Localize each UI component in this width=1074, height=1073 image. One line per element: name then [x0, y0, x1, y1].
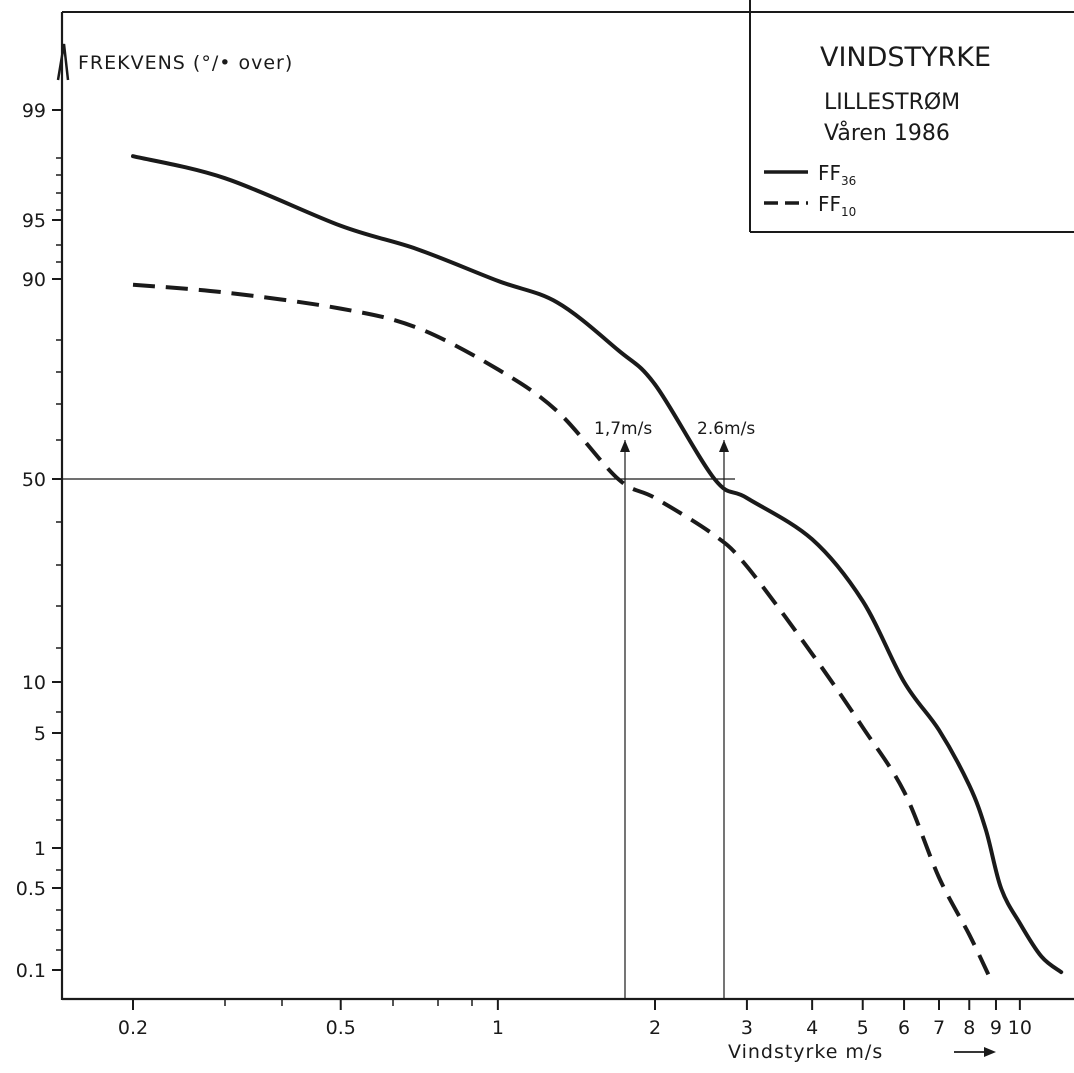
- ff10-median-arrow-icon: [620, 440, 630, 452]
- legend-item-ff36: FF36: [818, 161, 856, 188]
- annotation-label: 1,7m/s: [594, 419, 652, 439]
- y-tick-label: 10: [22, 672, 46, 694]
- x-minor-ticks: [224, 999, 473, 1006]
- series-ff36-line: [131, 154, 1064, 975]
- x-tick-label: 0.2: [118, 1017, 148, 1039]
- y-tick-label: 90: [22, 269, 46, 291]
- y-major-ticks: 99 95 90 50 10 5 1 0.5 0.1: [16, 100, 62, 982]
- y-tick-label: 0.5: [16, 878, 46, 900]
- x-tick-label: 3: [741, 1017, 753, 1039]
- y-tick-label: 1: [34, 838, 46, 860]
- series-ff10-line: [132, 282, 991, 976]
- x-tick-label: 0.5: [326, 1017, 356, 1039]
- x-tick-label: 9: [990, 1017, 1002, 1039]
- y-tick-label: 50: [22, 469, 46, 491]
- x-tick-label: 7: [933, 1017, 945, 1039]
- legend: VINDSTYRKE LILLESTRØM Våren 1986 FF36 FF…: [749, 0, 1074, 233]
- x-tick-label: 5: [857, 1017, 869, 1039]
- y-tick-label: 5: [34, 723, 46, 745]
- legend-title: VINDSTYRKE: [820, 42, 991, 73]
- y-tick-label: 99: [22, 100, 46, 122]
- x-tick-label: 2: [649, 1017, 661, 1039]
- x-tick-label: 8: [963, 1017, 975, 1039]
- x-tick-label: 6: [898, 1017, 910, 1039]
- x-axis-arrow-icon: [954, 1047, 996, 1057]
- legend-item-ff10: FF10: [818, 192, 856, 219]
- y-minor-ticks: [56, 157, 62, 951]
- y-tick-label: 95: [22, 210, 46, 232]
- x-tick-label: 1: [492, 1017, 504, 1039]
- y-tick-label: 0.1: [16, 960, 46, 982]
- legend-location: LILLESTRØM: [824, 90, 960, 115]
- x-axis-title: Vindstyrke m/s: [728, 1041, 883, 1063]
- ff36-median-arrow-icon: [719, 440, 729, 452]
- annotation-label: 2.6m/s: [697, 419, 755, 439]
- y-axis-title: FREKVENS (°/• over): [78, 52, 293, 74]
- x-tick-label: 10: [1008, 1017, 1032, 1039]
- x-tick-label: 4: [806, 1017, 818, 1039]
- y-axis-arrow-icon: [56, 43, 70, 81]
- legend-period: Våren 1986: [824, 120, 950, 146]
- x-major-ticks: 0.2 0.5 1 2 3 4 5 6 7 8 9 10: [118, 999, 1032, 1039]
- series-layer: [131, 154, 1064, 976]
